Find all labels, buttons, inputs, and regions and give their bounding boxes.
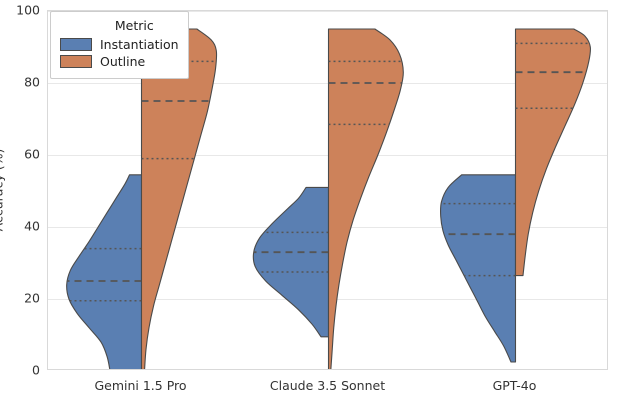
- violin-shapes: [66, 28, 592, 369]
- y-axis-tick-label: 80: [24, 74, 40, 90]
- violin-outline-0: [140, 28, 218, 369]
- x-axis-tick-label: Gemini 1.5 Pro: [94, 378, 187, 393]
- legend-swatch-icon: [60, 55, 92, 68]
- violin-outline-2: [514, 28, 592, 277]
- legend-entry-label: Instantiation: [100, 37, 179, 52]
- violin-outline-1: [327, 28, 404, 369]
- y-axis-tick-label: 0: [32, 362, 40, 378]
- violin-body: [140, 28, 218, 369]
- y-axis-tick-label: 20: [24, 290, 40, 306]
- violin-body: [66, 174, 143, 369]
- violin-instantiation-0: [66, 174, 143, 369]
- y-axis-tick-label: 100: [16, 2, 40, 18]
- legend-title: Metric: [114, 18, 154, 33]
- legend: Metric Instantiation Outline: [50, 11, 189, 79]
- gridline: [48, 11, 607, 12]
- y-axis-tick-label: 60: [24, 146, 40, 162]
- legend-entry[interactable]: Instantiation: [60, 37, 179, 52]
- y-axis-tick-label: 40: [24, 218, 40, 234]
- violin-body: [327, 28, 404, 369]
- x-axis-tick-label: Claude 3.5 Sonnet: [269, 378, 386, 393]
- y-axis-label: Accuracy (%): [0, 148, 6, 232]
- legend-entry-label: Outline: [100, 54, 146, 69]
- legend-entry[interactable]: Outline: [60, 54, 179, 69]
- violin-instantiation-1: [252, 186, 330, 338]
- gridline: [48, 83, 607, 84]
- violin-body: [514, 28, 592, 277]
- gridline: [48, 155, 607, 156]
- legend-swatch-icon: [60, 38, 92, 51]
- violin-instantiation-2: [439, 174, 517, 363]
- x-axis-tick-label: GPT-4o: [492, 378, 537, 393]
- violin-body: [252, 186, 330, 338]
- violin-body: [439, 174, 517, 363]
- legend-entries: Instantiation Outline: [60, 37, 179, 69]
